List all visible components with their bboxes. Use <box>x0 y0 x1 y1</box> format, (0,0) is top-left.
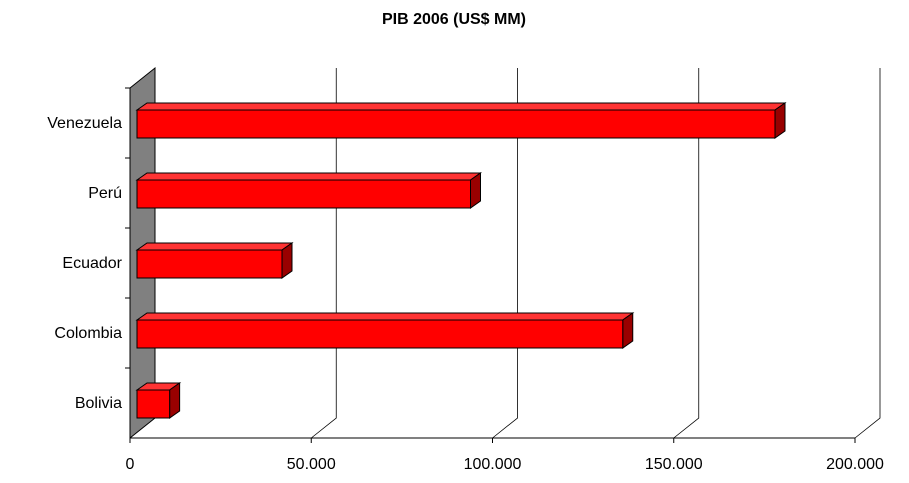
bar <box>136 179 471 209</box>
x-tick-label: 200.000 <box>826 456 884 473</box>
y-tick-label: Ecuador <box>62 255 122 272</box>
grid-line <box>673 68 700 439</box>
bar-top <box>135 102 787 111</box>
bar-top <box>135 172 483 181</box>
y-tick-label: Colombia <box>54 325 122 342</box>
bar <box>136 389 171 419</box>
bar <box>136 109 776 139</box>
chart-title: PIB 2006 (US$ MM) <box>382 11 526 28</box>
x-tick-label: 100.000 <box>464 456 522 473</box>
bar <box>136 249 283 279</box>
grid-line <box>854 68 881 439</box>
x-tick-label: 150.000 <box>645 456 703 473</box>
y-tick-label: Bolivia <box>75 395 122 412</box>
y-tick-label: Perú <box>88 185 122 202</box>
y-tick-label: Venezuela <box>47 115 122 132</box>
x-tick-label: 50.000 <box>287 456 336 473</box>
bar-top <box>135 242 294 251</box>
bar-top <box>135 312 635 321</box>
grid-line <box>492 68 518 439</box>
bar <box>136 319 624 349</box>
x-tick-label: 0 <box>126 456 135 473</box>
